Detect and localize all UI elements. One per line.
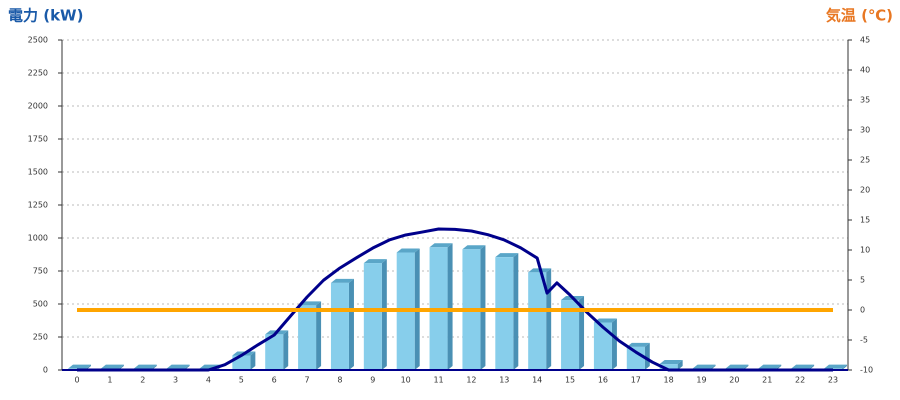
y-tick-label: 250 [33, 333, 48, 342]
x-tick-label: 18 [664, 376, 674, 385]
x-tick-label: 10 [401, 376, 411, 385]
x-tick-label: 2 [140, 376, 145, 385]
y2-axis-title: 気温 (℃) [826, 7, 893, 25]
bar-top [396, 248, 420, 253]
bar-side [842, 364, 847, 370]
y2-tick-label: 20 [860, 186, 870, 195]
bar-top [626, 342, 650, 347]
y-tick-label: 1000 [28, 234, 48, 243]
y-tick-label: 2500 [28, 36, 48, 45]
bar-side [611, 318, 617, 370]
y2-tick-label: 30 [860, 126, 870, 135]
x-tick-label: 14 [532, 376, 542, 385]
bar-side [348, 278, 354, 370]
x-tick-label: 15 [565, 376, 575, 385]
bar-side [283, 330, 289, 370]
y2-tick-label: 40 [860, 66, 870, 75]
x-tick-label: 17 [631, 376, 641, 385]
x-tick-label: 23 [828, 376, 838, 385]
y-tick-label: 500 [33, 300, 48, 309]
bar [593, 322, 612, 370]
bar [659, 364, 678, 370]
y-tick-label: 1750 [28, 135, 48, 144]
y-tick-label: 1250 [28, 201, 48, 210]
bar-top [330, 278, 354, 283]
bar-top [725, 364, 749, 369]
line [77, 227, 833, 372]
bar-top [791, 364, 815, 369]
x-tick-label: 5 [239, 376, 244, 385]
bar-side [546, 268, 552, 370]
y-tick-label: 2250 [28, 69, 48, 78]
x-tick-label: 6 [272, 376, 277, 385]
x-tick-label: 0 [74, 376, 79, 385]
x-tick-label: 3 [173, 376, 178, 385]
y2-tick-label: 0 [860, 306, 865, 315]
bar-top [462, 245, 486, 250]
x-tick-label: 19 [696, 376, 706, 385]
bar-top [758, 364, 782, 369]
bar-side [447, 243, 453, 370]
y-tick-label: 1500 [28, 168, 48, 177]
y2-tick-label: 5 [860, 276, 865, 285]
y2-tick-label: -5 [860, 336, 868, 345]
x-tick-label: 16 [598, 376, 608, 385]
bar-top [659, 360, 683, 365]
bar-side [250, 351, 256, 370]
bar-top [429, 243, 453, 248]
bar-side [644, 342, 650, 370]
x-tick-label: 21 [762, 376, 772, 385]
x-tick-label: 4 [206, 376, 211, 385]
bar [363, 263, 382, 370]
x-tick-label: 9 [370, 376, 375, 385]
x-tick-label: 22 [795, 376, 805, 385]
y2-tick-label: 35 [860, 96, 870, 105]
bar-top [68, 364, 91, 369]
bar [626, 346, 645, 370]
bar [495, 257, 514, 370]
y2-tick-label: 10 [860, 246, 870, 255]
y2-tick-label: -10 [860, 366, 873, 375]
bar-side [480, 245, 486, 370]
bar-side [677, 360, 683, 370]
bar [330, 282, 349, 370]
bar [265, 334, 284, 370]
x-tick-label: 13 [499, 376, 509, 385]
x-tick-label: 11 [433, 376, 443, 385]
x-tick-label: 20 [729, 376, 739, 385]
bar-side [381, 259, 387, 370]
y-tick-label: 750 [33, 267, 48, 276]
y2-tick-label: 25 [860, 156, 870, 165]
bar-side [316, 301, 322, 370]
bar-top [824, 364, 847, 369]
bar-top [692, 364, 716, 369]
bar [561, 300, 580, 370]
bar-top [363, 259, 387, 264]
x-tick-label: 7 [305, 376, 310, 385]
bar [298, 305, 317, 370]
bar-top [133, 364, 157, 369]
bar-top [100, 364, 124, 369]
y-tick-label: 0 [43, 366, 48, 375]
x-tick-label: 12 [466, 376, 476, 385]
y-axis-title: 電力 (kW) [8, 7, 83, 25]
bar [528, 272, 547, 370]
x-tick-label: 1 [107, 376, 112, 385]
bar-top [593, 318, 617, 323]
x-tick-label: 8 [337, 376, 342, 385]
bar-side [579, 296, 585, 370]
y-tick-label: 2000 [28, 102, 48, 111]
y2-tick-label: 15 [860, 216, 870, 225]
bar-top [495, 253, 519, 258]
y2-tick-label: 45 [860, 36, 870, 45]
bar-top [166, 364, 190, 369]
